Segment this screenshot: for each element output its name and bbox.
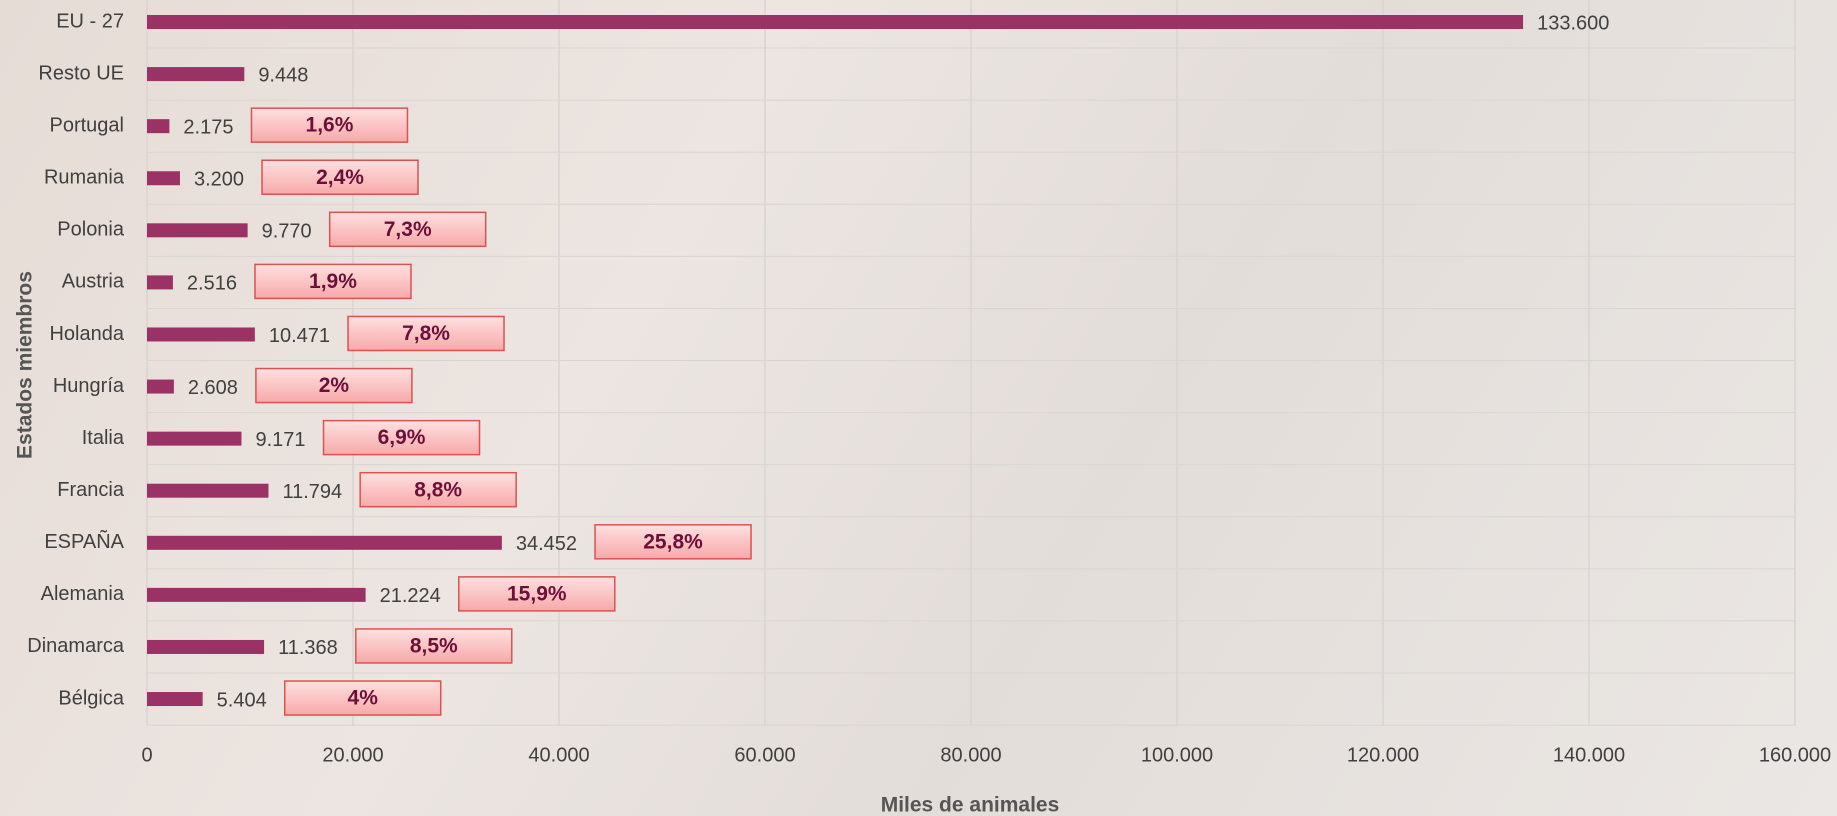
share-label: 4% xyxy=(348,687,379,710)
x-tick-label: 0 xyxy=(141,744,152,766)
value-label: 9.770 xyxy=(262,221,312,243)
bar xyxy=(147,536,502,550)
value-label: 133.600 xyxy=(1537,12,1609,34)
share-label: 2% xyxy=(319,374,350,397)
bar xyxy=(147,692,203,706)
y-tick-label: Bélgica xyxy=(58,687,124,709)
y-axis-title: Estados miembros xyxy=(14,271,37,459)
x-tick-label: 20.000 xyxy=(322,744,383,766)
bar xyxy=(147,588,366,602)
y-tick-label: Dinamarca xyxy=(27,635,125,657)
value-label: 34.452 xyxy=(516,533,577,555)
share-label: 8,5% xyxy=(410,635,458,658)
share-label: 7,8% xyxy=(402,322,450,345)
y-tick-label: Polonia xyxy=(57,219,125,241)
x-tick-label: 160.000 xyxy=(1759,744,1831,766)
y-tick-label: Resto UE xyxy=(38,62,124,84)
share-label: 6,9% xyxy=(378,426,426,449)
x-tick-label: 120.000 xyxy=(1347,744,1419,766)
bar xyxy=(147,327,255,341)
value-label: 21.224 xyxy=(380,585,441,607)
bar xyxy=(147,15,1523,29)
bar xyxy=(147,67,244,81)
value-label: 2.175 xyxy=(183,116,233,138)
bar xyxy=(147,432,241,446)
bar xyxy=(147,275,173,289)
bar xyxy=(147,380,174,394)
bar xyxy=(147,223,248,237)
value-label: 2.516 xyxy=(187,273,237,295)
y-tick-label: Hungría xyxy=(53,375,125,397)
y-tick-label: ESPAÑA xyxy=(44,529,124,553)
bar xyxy=(147,119,169,133)
value-label: 9.448 xyxy=(258,64,308,86)
share-label: 15,9% xyxy=(507,582,567,605)
bar xyxy=(147,484,268,498)
share-label: 2,4% xyxy=(316,166,364,189)
share-label: 1,9% xyxy=(309,270,357,293)
x-tick-label: 80.000 xyxy=(940,744,1001,766)
bar xyxy=(147,171,180,185)
share-label: 7,3% xyxy=(384,218,432,241)
x-tick-label: 100.000 xyxy=(1141,744,1213,766)
value-label: 3.200 xyxy=(194,169,244,191)
y-tick-label: Holanda xyxy=(49,323,124,345)
y-tick-label: EU - 27 xyxy=(56,10,124,32)
value-label: 10.471 xyxy=(269,325,330,347)
share-label: 8,8% xyxy=(414,478,462,501)
x-tick-label: 40.000 xyxy=(528,744,589,766)
chart: Miles de animales Estados miembros 0 20.0… xyxy=(0,0,1837,816)
y-tick-label: Italia xyxy=(82,427,125,449)
y-tick-label: Rumania xyxy=(44,167,125,189)
share-label: 25,8% xyxy=(643,530,703,553)
value-label: 9.171 xyxy=(255,429,305,451)
y-tick-label: Portugal xyxy=(50,114,125,136)
value-label: 5.404 xyxy=(217,689,267,711)
x-tick-label: 140.000 xyxy=(1553,744,1625,766)
x-tick-label: 60.000 xyxy=(734,744,795,766)
value-label: 11.368 xyxy=(278,637,338,659)
y-tick-label: Francia xyxy=(57,479,125,501)
bar xyxy=(147,640,264,654)
value-label: 11.794 xyxy=(282,481,342,503)
share-label: 1,6% xyxy=(306,114,354,137)
x-axis-title: Miles de animales xyxy=(881,794,1060,816)
y-tick-label: Austria xyxy=(62,271,125,293)
value-label: 2.608 xyxy=(188,377,238,399)
y-tick-label: Alemania xyxy=(41,583,125,605)
